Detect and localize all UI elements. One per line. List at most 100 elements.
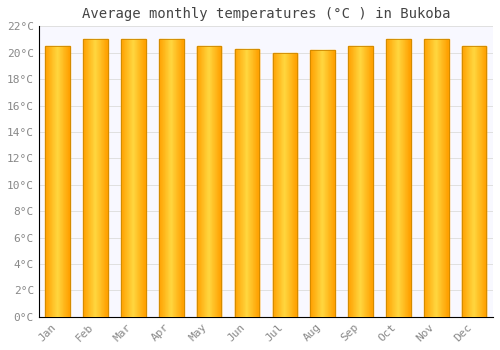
Bar	[255, 49, 256, 317]
Bar	[288, 53, 289, 317]
Bar	[234, 49, 260, 317]
Bar	[397, 40, 398, 317]
Bar	[400, 40, 401, 317]
Bar	[85, 40, 86, 317]
Bar	[144, 40, 145, 317]
Bar	[66, 46, 67, 317]
Bar	[97, 40, 98, 317]
Bar	[274, 53, 275, 317]
Bar	[84, 40, 85, 317]
Bar	[256, 49, 257, 317]
Bar	[437, 40, 438, 317]
Bar	[48, 46, 49, 317]
Bar	[463, 46, 464, 317]
Bar	[239, 49, 240, 317]
Bar	[258, 49, 260, 317]
Bar	[92, 40, 93, 317]
Bar	[399, 40, 400, 317]
Bar	[254, 49, 255, 317]
Bar	[482, 46, 484, 317]
Bar	[357, 46, 358, 317]
Bar	[123, 40, 124, 317]
Bar	[429, 40, 430, 317]
Bar	[121, 40, 122, 317]
Bar	[285, 53, 286, 317]
Bar	[134, 40, 136, 317]
Bar	[86, 40, 87, 317]
Bar	[407, 40, 408, 317]
Bar	[96, 40, 97, 317]
Bar	[238, 49, 239, 317]
Bar	[348, 46, 349, 317]
Bar	[325, 50, 326, 317]
Bar	[166, 40, 167, 317]
Bar	[139, 40, 140, 317]
Bar	[49, 46, 50, 317]
Bar	[409, 40, 410, 317]
Bar	[360, 46, 361, 317]
Bar	[46, 46, 48, 317]
Bar	[478, 46, 479, 317]
Bar	[100, 40, 101, 317]
Bar	[321, 50, 322, 317]
Bar	[441, 40, 442, 317]
Bar	[202, 46, 203, 317]
Bar	[355, 46, 356, 317]
Bar	[362, 46, 363, 317]
Bar	[432, 40, 433, 317]
Bar	[104, 40, 105, 317]
Bar	[474, 46, 476, 317]
Bar	[145, 40, 146, 317]
Bar	[102, 40, 103, 317]
Bar	[471, 46, 472, 317]
Bar	[402, 40, 404, 317]
Bar	[250, 49, 252, 317]
Bar	[183, 40, 184, 317]
Bar	[370, 46, 371, 317]
Bar	[371, 46, 372, 317]
Bar	[281, 53, 282, 317]
Bar	[352, 46, 353, 317]
Bar	[313, 50, 314, 317]
Bar	[105, 40, 106, 317]
Bar	[427, 40, 428, 317]
Bar	[310, 50, 335, 317]
Bar	[244, 49, 245, 317]
Bar	[182, 40, 183, 317]
Bar	[162, 40, 164, 317]
Bar	[358, 46, 360, 317]
Bar	[128, 40, 129, 317]
Title: Average monthly temperatures (°C ) in Bukoba: Average monthly temperatures (°C ) in Bu…	[82, 7, 450, 21]
Bar	[436, 40, 437, 317]
Bar	[480, 46, 481, 317]
Bar	[176, 40, 177, 317]
Bar	[198, 46, 200, 317]
Bar	[349, 46, 350, 317]
Bar	[57, 46, 58, 317]
Bar	[172, 40, 173, 317]
Bar	[394, 40, 396, 317]
Bar	[64, 46, 65, 317]
Bar	[68, 46, 69, 317]
Bar	[210, 46, 211, 317]
Bar	[94, 40, 95, 317]
Bar	[443, 40, 444, 317]
Bar	[328, 50, 329, 317]
Bar	[174, 40, 175, 317]
Bar	[242, 49, 244, 317]
Bar	[272, 53, 297, 317]
Bar	[165, 40, 166, 317]
Bar	[426, 40, 427, 317]
Bar	[366, 46, 368, 317]
Bar	[442, 40, 443, 317]
Bar	[433, 40, 434, 317]
Bar	[310, 50, 311, 317]
Bar	[278, 53, 280, 317]
Bar	[246, 49, 247, 317]
Bar	[160, 40, 161, 317]
Bar	[216, 46, 217, 317]
Bar	[329, 50, 330, 317]
Bar	[101, 40, 102, 317]
Bar	[277, 53, 278, 317]
Bar	[181, 40, 182, 317]
